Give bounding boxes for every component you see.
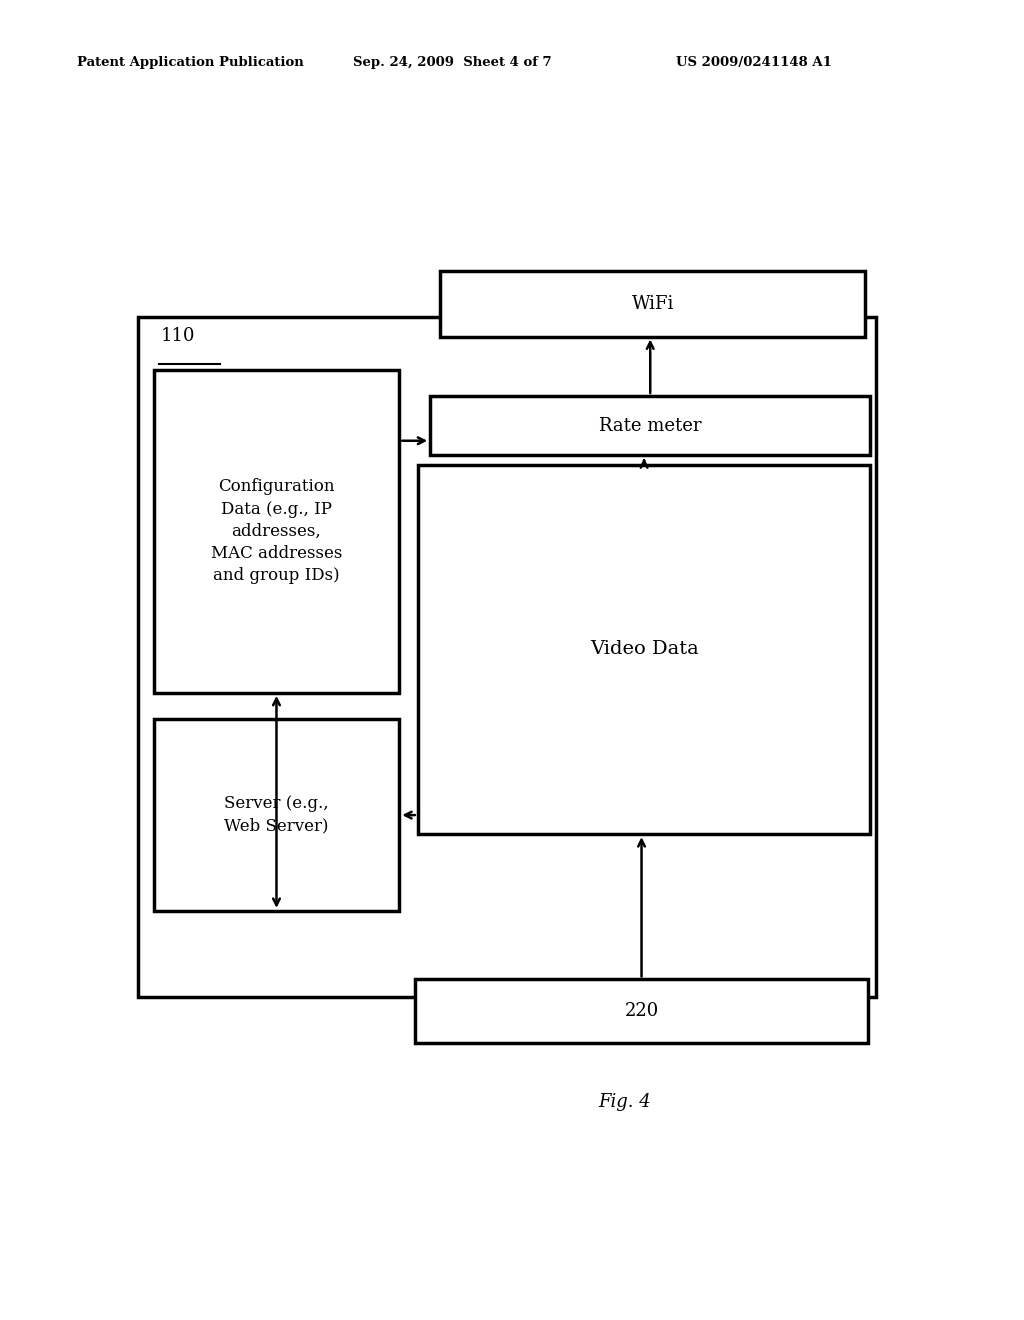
Text: US 2009/0241148 A1: US 2009/0241148 A1: [676, 55, 831, 69]
Text: Video Data: Video Data: [590, 640, 698, 659]
Bar: [418, 465, 870, 834]
Text: Fig. 4: Fig. 4: [598, 1093, 651, 1111]
Text: Configuration
Data (e.g., IP
addresses,
MAC addresses
and group IDs): Configuration Data (e.g., IP addresses, …: [211, 478, 342, 585]
Text: 110: 110: [161, 327, 196, 346]
Text: Sep. 24, 2009  Sheet 4 of 7: Sep. 24, 2009 Sheet 4 of 7: [353, 55, 552, 69]
Text: WiFi: WiFi: [632, 294, 674, 313]
Bar: [440, 271, 865, 337]
Bar: [415, 979, 868, 1043]
Text: 220: 220: [625, 1002, 658, 1020]
Bar: [138, 317, 876, 997]
Text: Rate meter: Rate meter: [599, 417, 701, 434]
Bar: [430, 396, 870, 455]
Bar: [154, 370, 399, 693]
Text: Patent Application Publication: Patent Application Publication: [77, 55, 303, 69]
Bar: [154, 719, 399, 911]
Text: Server (e.g.,
Web Server): Server (e.g., Web Server): [224, 796, 329, 834]
